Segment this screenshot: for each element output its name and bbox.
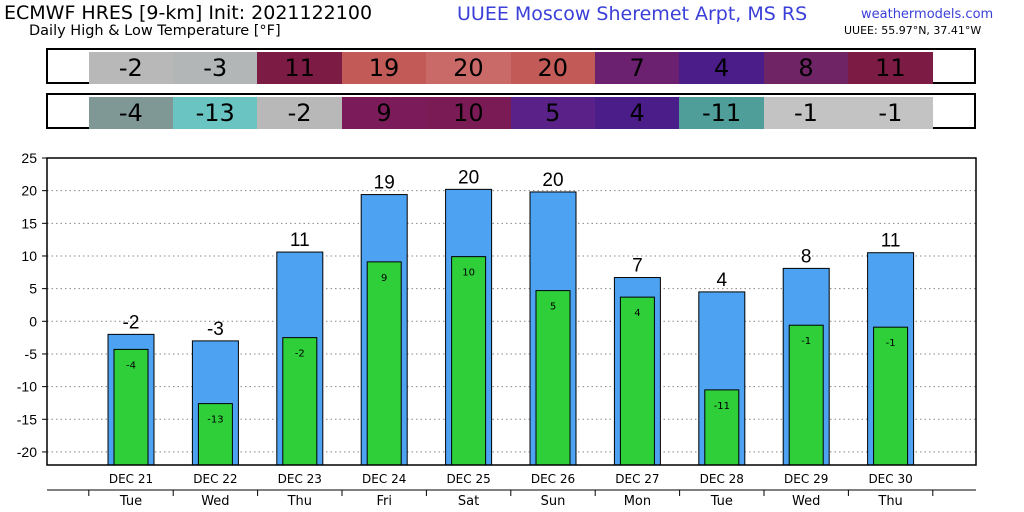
low-temp-data-label: -1: [801, 336, 811, 347]
x-tick-label-weekday: Mon: [624, 494, 651, 509]
low-temp-data-label: -2: [295, 349, 305, 360]
y-tick-label: -20: [17, 444, 37, 460]
low-temp-cell: 4: [595, 97, 680, 129]
y-tick-label: 0: [29, 313, 37, 329]
high-temp-cell: 11: [257, 52, 342, 84]
high-temp-data-label: 8: [801, 246, 812, 267]
x-tick-label-weekday: Tue: [710, 494, 733, 509]
low-temp-cell: -4: [88, 97, 173, 129]
low-temp-bar: [366, 261, 402, 466]
low-temp-data-label: 5: [550, 302, 556, 313]
high-temp-data-label: 11: [881, 231, 901, 252]
y-tick-label: 25: [21, 150, 37, 166]
y-tick-label: -5: [25, 346, 38, 362]
x-tick-label-date: DEC 28: [700, 472, 744, 486]
high-temp-data-label: 20: [458, 167, 479, 188]
low-temp-bar: [619, 296, 655, 466]
y-tick-label: 10: [21, 248, 37, 264]
low-temp-cell: -1: [848, 97, 933, 129]
low-temp-data-label: -1: [886, 338, 896, 349]
low-temp-bar: [873, 326, 909, 466]
high-temp-data-label: -2: [123, 312, 140, 333]
y-tick-label: 20: [21, 183, 37, 199]
low-temp-cell: 10: [426, 97, 511, 129]
high-temp-data-label: 7: [632, 256, 643, 277]
x-tick-label-weekday: Fri: [376, 494, 392, 509]
low-temp-bar: [282, 337, 318, 466]
high-temp-cell: 4: [679, 52, 764, 84]
x-tick-label-date: DEC 30: [868, 472, 912, 486]
low-temp-bar: [788, 324, 824, 466]
x-tick-label-weekday: Wed: [201, 494, 229, 509]
x-tick-label-date: DEC 21: [109, 472, 153, 486]
low-temp-cell: -1: [763, 97, 849, 129]
low-temp-data-label: -11: [714, 401, 730, 412]
x-tick-label-weekday: Wed: [792, 494, 820, 509]
x-tick-label-weekday: Thu: [287, 494, 312, 509]
low-temp-cell: -11: [679, 97, 764, 129]
daily-low-row: -4 -13 -2 9 10 5 4 -11 -1 -1: [46, 93, 976, 129]
x-tick-label-date: DEC 25: [446, 472, 490, 486]
x-tick-label-weekday: Tue: [119, 494, 142, 509]
low-temp-cell: -2: [257, 97, 342, 129]
x-tick-label-date: DEC 22: [193, 472, 237, 486]
low-temp-bar: [113, 348, 149, 466]
station-coordinates: UUEE: 55.97°N, 37.41°W: [844, 24, 982, 37]
low-temp-cell: 5: [510, 97, 595, 129]
low-temp-data-label: -4: [126, 360, 136, 371]
daily-high-row: -2 -3 11 19 20 20 7 4 8 11: [46, 48, 976, 84]
high-temp-cell: -2: [88, 52, 173, 84]
y-tick-label: -15: [17, 411, 37, 427]
high-temp-cell: 8: [763, 52, 849, 84]
x-tick-label-date: DEC 23: [278, 472, 322, 486]
x-tick-label-weekday: Sat: [458, 494, 479, 509]
low-temp-data-label: -13: [207, 415, 223, 426]
low-temp-bar: [535, 290, 571, 466]
low-temp-data-label: 9: [381, 273, 387, 284]
chart-subtitle: Daily High & Low Temperature [°F]: [29, 23, 281, 39]
high-temp-cell: -3: [173, 52, 258, 84]
high-temp-data-label: 11: [290, 230, 310, 251]
brand-link[interactable]: weathermodels.com: [861, 7, 994, 22]
low-temp-cell: 9: [341, 97, 427, 129]
high-temp-data-label: 19: [374, 173, 395, 194]
high-temp-cell: 11: [848, 52, 933, 84]
y-tick-label: 5: [29, 281, 37, 297]
x-tick-label-date: DEC 29: [784, 472, 828, 486]
x-tick-label-weekday: Sun: [541, 494, 566, 509]
low-temp-cell: -13: [173, 97, 258, 129]
high-temp-data-label: 4: [717, 270, 728, 291]
high-temp-cell: 19: [341, 52, 427, 84]
low-temp-bar: [197, 403, 233, 466]
high-temp-data-label: 20: [542, 170, 563, 191]
low-temp-bar: [451, 256, 487, 466]
x-tick-label-date: DEC 26: [531, 472, 575, 486]
x-tick-label-date: DEC 24: [362, 472, 406, 486]
y-tick-label: 15: [21, 215, 37, 231]
high-temp-cell: 20: [510, 52, 595, 84]
high-temp-cell: 20: [426, 52, 511, 84]
x-tick-label-date: DEC 27: [615, 472, 659, 486]
low-temp-data-label: 10: [462, 268, 475, 279]
x-tick-label-weekday: Thu: [877, 494, 902, 509]
station-title: UUEE Moscow Sheremet Arpt, MS RS: [457, 3, 808, 25]
plot-frame: [46, 157, 977, 466]
chart-title: ECMWF HRES [9-km] Init: 2021122100: [4, 2, 373, 24]
low-temp-data-label: 4: [634, 308, 640, 319]
high-temp-data-label: -3: [207, 319, 224, 340]
y-tick-label: -10: [17, 379, 37, 395]
high-temp-cell: 7: [595, 52, 680, 84]
